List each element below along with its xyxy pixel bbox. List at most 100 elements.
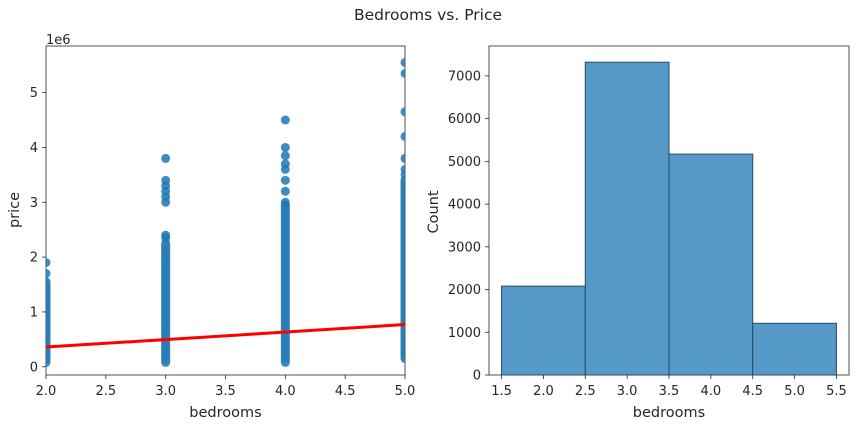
scatter-point: [280, 306, 290, 316]
scatter-point: [46, 349, 51, 359]
scatter-point: [161, 230, 171, 240]
scatter-point: [400, 191, 405, 201]
scatter-point: [161, 241, 171, 251]
scatter-point: [46, 356, 51, 366]
scatter-point: [161, 342, 171, 352]
scatter-point: [280, 226, 290, 236]
scatter-point: [280, 292, 290, 302]
scatter-point: [400, 301, 405, 311]
scatter-point: [400, 257, 405, 267]
scatter-point: [280, 343, 290, 353]
scatter-point: [400, 180, 405, 190]
regression-layer: [45, 323, 406, 349]
histogram-y-axis-label: Count: [426, 190, 442, 233]
scatter-point: [400, 178, 405, 188]
scatter-point: [46, 327, 51, 337]
scatter-point: [161, 153, 171, 163]
scatter-point: [161, 252, 171, 262]
scatter-point: [280, 345, 290, 355]
histogram-panel: bedrooms Count 1.5 2.0 2.5 3.0 3.5 4.0 4.5 5.0 5…: [426, 45, 850, 421]
scatter-point: [280, 262, 290, 272]
scatter-point: [400, 325, 405, 335]
scatter-point: [161, 267, 171, 277]
scatter-point: [280, 288, 290, 298]
scatter-point: [280, 281, 290, 291]
histogram-x-ticks: 1.5 2.0 2.5 3.0 3.5 4.0 4.5 5.0 5.5: [491, 375, 847, 399]
histogram-y-tick-label: 1000: [448, 326, 481, 341]
scatter-point: [46, 292, 51, 302]
scatter-point: [280, 233, 290, 243]
scatter-point: [161, 278, 171, 288]
scatter-point: [400, 228, 405, 238]
scatter-point: [400, 204, 405, 214]
scatter-point: [400, 189, 405, 199]
scatter-point: [161, 271, 171, 281]
scatter-y-tick-label: 4: [30, 141, 38, 156]
scatter-point: [46, 269, 51, 279]
scatter-point: [46, 319, 51, 329]
scatter-x-axis-label: bedrooms: [189, 405, 261, 421]
scatter-point: [400, 226, 405, 236]
scatter-point: [400, 340, 405, 350]
histogram-x-tick-label: 5.5: [826, 384, 847, 399]
scatter-point: [161, 309, 171, 319]
scatter-point: [400, 307, 405, 317]
scatter-point: [161, 329, 171, 339]
scatter-point: [161, 282, 171, 292]
scatter-point: [400, 292, 405, 302]
scatter-point: [280, 284, 290, 294]
scatter-point: [46, 294, 51, 304]
scatter-point: [400, 351, 405, 361]
scatter-point: [400, 347, 405, 357]
scatter-point: [400, 57, 405, 67]
scatter-point: [161, 247, 171, 257]
scatter-point: [280, 242, 290, 252]
scatter-point: [280, 303, 290, 313]
scatter-point: [161, 258, 171, 268]
histogram-bars: [501, 61, 837, 376]
histogram-x-tick-label: 1.5: [491, 384, 512, 399]
scatter-point: [280, 308, 290, 318]
scatter-point: [46, 336, 51, 346]
scatter-point: [161, 296, 171, 306]
histogram-y-tick-label: 0: [473, 369, 481, 384]
scatter-point: [400, 334, 405, 344]
scatter-point: [46, 330, 51, 340]
scatter-point: [161, 287, 171, 297]
scatter-point: [280, 297, 290, 307]
histogram-y-tick-label: 4000: [448, 198, 481, 213]
scatter-point: [161, 351, 171, 361]
scatter-point: [161, 302, 171, 312]
scatter-point: [280, 235, 290, 245]
scatter-point: [400, 222, 405, 232]
scatter-point: [46, 334, 51, 344]
scatter-point: [161, 348, 171, 358]
scatter-y-axis-label: price: [7, 192, 23, 228]
scatter-point: [280, 352, 290, 362]
scatter-point: [400, 270, 405, 280]
scatter-point: [46, 314, 51, 324]
scatter-point: [46, 310, 51, 320]
scatter-x-tick-label: 4.0: [275, 384, 296, 399]
scatter-point: [280, 334, 290, 344]
scatter-point: [161, 175, 171, 185]
scatter-point: [280, 319, 290, 329]
scatter-points: [46, 57, 405, 367]
scatter-point: [280, 209, 290, 219]
scatter-point: [400, 288, 405, 298]
scatter-point: [400, 281, 405, 291]
scatter-point: [400, 259, 405, 269]
scatter-point: [161, 245, 171, 255]
scatter-point: [400, 241, 405, 251]
scatter-point: [400, 213, 405, 223]
scatter-point: [400, 312, 405, 322]
scatter-point: [280, 159, 290, 169]
scatter-point: [400, 266, 405, 276]
scatter-point: [280, 224, 290, 234]
scatter-y-tick-label: 0: [30, 360, 38, 375]
histogram-x-tick-label: 4.5: [742, 384, 763, 399]
scatter-point: [280, 273, 290, 283]
scatter-point: [400, 184, 405, 194]
histogram-y-tick-label: 3000: [448, 240, 481, 255]
scatter-point: [280, 286, 290, 296]
